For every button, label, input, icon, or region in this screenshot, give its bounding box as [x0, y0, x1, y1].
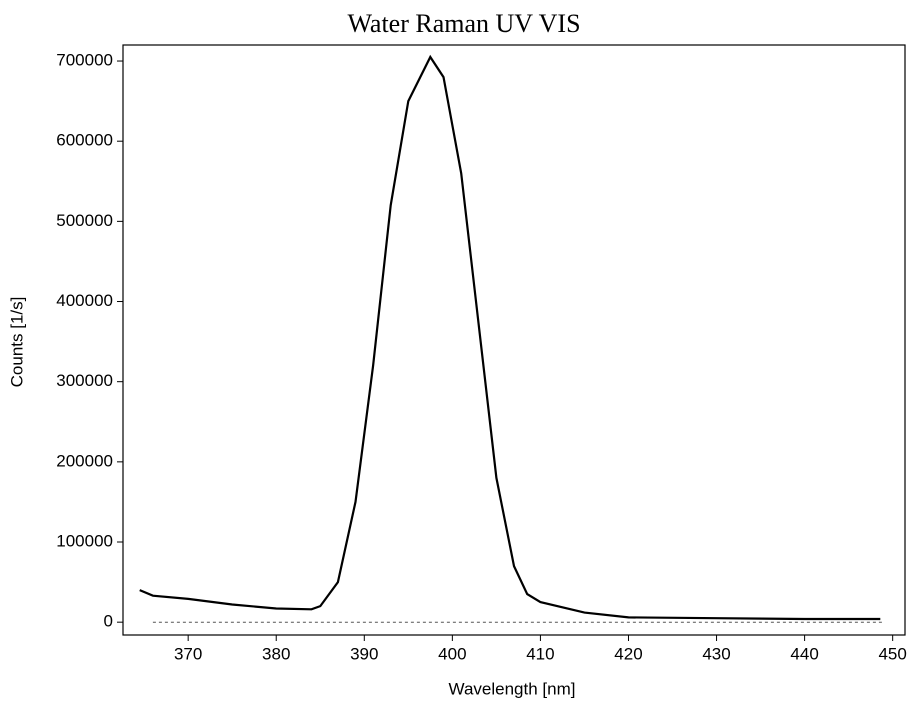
chart-title: Water Raman UV VIS: [347, 9, 580, 38]
y-tick-label: 200000: [56, 451, 113, 470]
x-tick-label: 370: [174, 644, 202, 663]
x-tick-label: 420: [614, 644, 642, 663]
y-axis-label: Counts [1/s]: [7, 297, 26, 388]
x-tick-label: 430: [702, 644, 730, 663]
y-tick-label: 400000: [56, 291, 113, 310]
x-tick-label: 400: [438, 644, 466, 663]
y-tick-label: 300000: [56, 371, 113, 390]
x-tick-label: 390: [350, 644, 378, 663]
plot-frame: [122, 44, 906, 636]
y-tick-label: 600000: [56, 131, 113, 150]
y-tick-label: 500000: [56, 211, 113, 230]
y-tick-label: 100000: [56, 531, 113, 550]
x-tick-label: 380: [262, 644, 290, 663]
x-tick-label: 410: [526, 644, 554, 663]
y-tick-label: 700000: [56, 51, 113, 70]
x-axis-label: Wavelength [nm]: [449, 679, 576, 698]
data-line: [139, 54, 881, 621]
x-tick-label: 450: [878, 644, 906, 663]
y-tick-label: 0: [104, 612, 113, 631]
x-tick-label: 440: [790, 644, 818, 663]
